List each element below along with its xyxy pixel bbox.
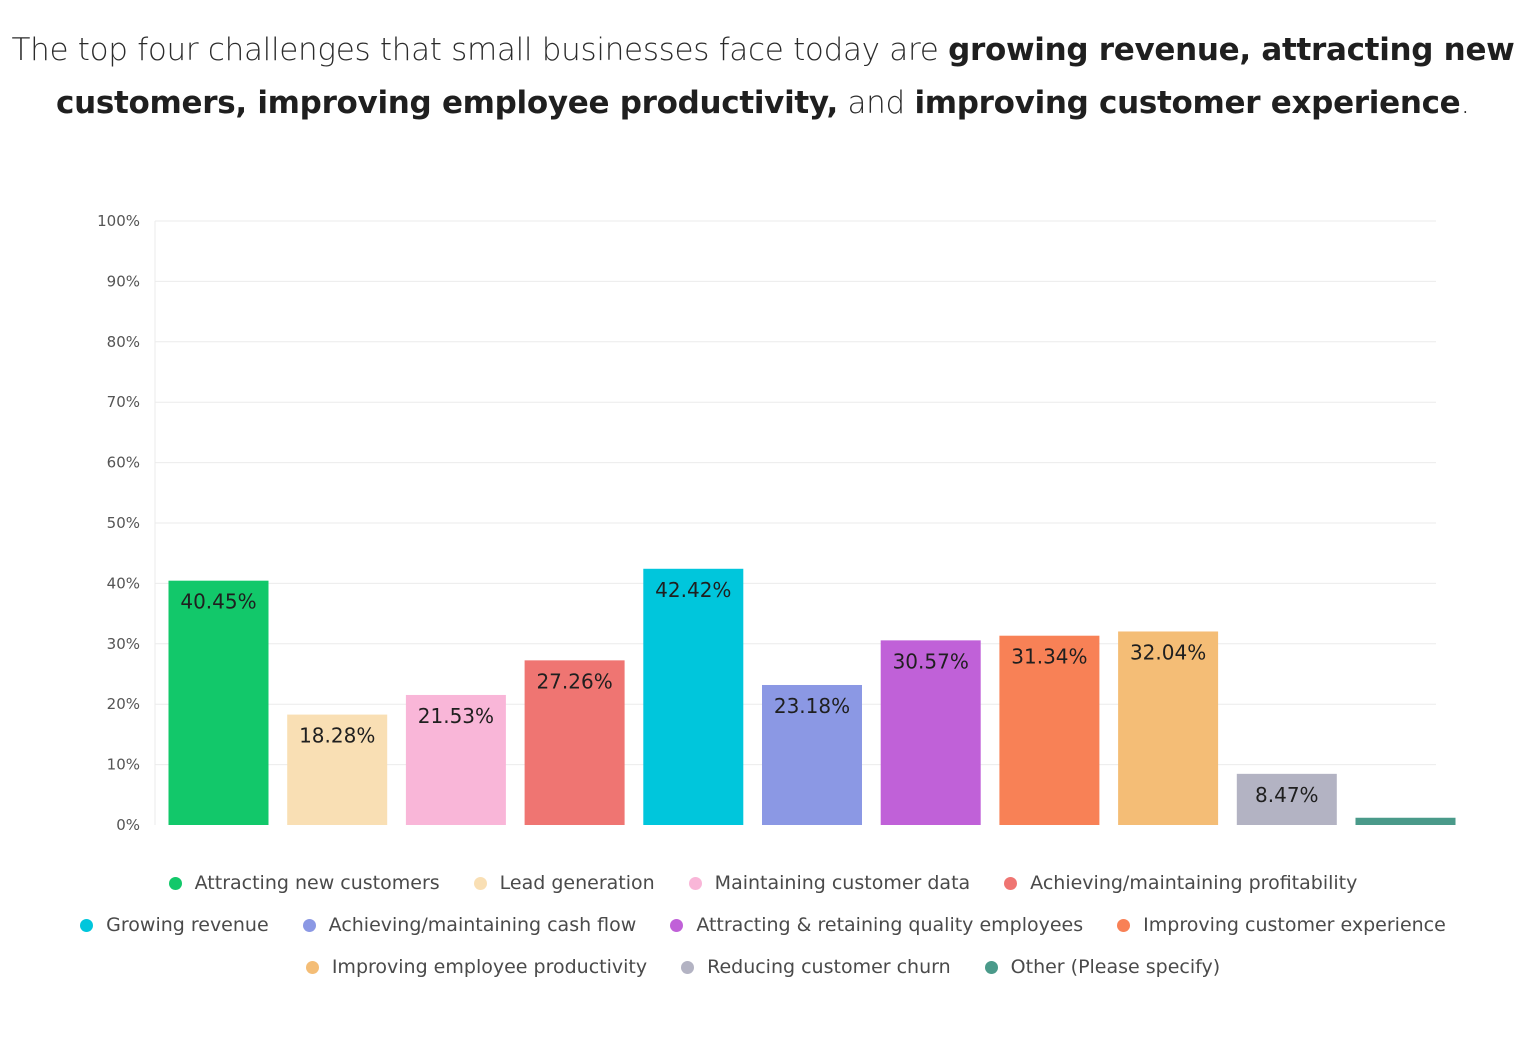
legend-label: Attracting & retaining quality employees bbox=[696, 914, 1084, 936]
bars bbox=[168, 568, 1456, 825]
legend-item[interactable]: Improving employee productivity bbox=[305, 956, 648, 978]
chart-legend: Attracting new customers Lead generation M… bbox=[0, 862, 1526, 988]
legend-label: Lead generation bbox=[499, 872, 655, 894]
legend-label: Improving customer experience bbox=[1143, 914, 1446, 936]
y-tick-label: 60% bbox=[107, 454, 140, 472]
y-tick-label: 100% bbox=[97, 212, 140, 230]
legend-label: Maintaining customer data bbox=[714, 872, 971, 894]
y-tick-label: 90% bbox=[107, 272, 140, 290]
bar bbox=[524, 660, 625, 825]
bar bbox=[1236, 773, 1337, 825]
bar bbox=[1118, 631, 1219, 825]
legend-swatch bbox=[688, 876, 702, 890]
legend-label: Attracting new customers bbox=[194, 872, 440, 894]
grid-lines bbox=[154, 220, 1436, 825]
legend-item[interactable]: Other (Please specify) bbox=[984, 956, 1221, 978]
bar bbox=[643, 568, 744, 825]
legend-label: Growing revenue bbox=[106, 914, 269, 936]
bar-chart: 0% 10% 20% 30% 40% 50% 60% 70% 80% 90% 100% 40.45%… bbox=[97, 212, 1456, 834]
legend-item[interactable]: Achieving/maintaining profitability bbox=[1004, 872, 1357, 894]
headline-bold-2: improving customer experience bbox=[914, 85, 1461, 121]
bar bbox=[880, 640, 981, 825]
headline-text-2: and bbox=[837, 85, 915, 121]
bar bbox=[168, 580, 269, 825]
legend-swatch bbox=[473, 876, 487, 890]
bar bbox=[287, 714, 388, 825]
data-label: 30.57% bbox=[893, 649, 969, 673]
data-label: 18.28% bbox=[299, 724, 375, 748]
legend-swatch bbox=[80, 918, 94, 932]
y-tick-label: 40% bbox=[107, 574, 140, 592]
legend-item[interactable]: Improving customer experience bbox=[1117, 914, 1446, 936]
headline-bold-1: growing revenue, attracting new customer… bbox=[56, 32, 1515, 121]
legend-label: Achieving/maintaining profitability bbox=[1030, 872, 1358, 894]
y-tick-label: 10% bbox=[107, 756, 140, 774]
legend-item[interactable]: Reducing customer churn bbox=[681, 956, 951, 978]
legend-label: Improving employee productivity bbox=[331, 956, 648, 978]
y-tick-label: 80% bbox=[107, 333, 140, 351]
legend-swatch bbox=[1004, 876, 1018, 890]
bar bbox=[762, 684, 862, 825]
legend-row: Improving employee productivity Reducing … bbox=[0, 946, 1526, 988]
legend-item[interactable]: Growing revenue bbox=[80, 914, 269, 936]
y-tick-label: 0% bbox=[116, 816, 140, 834]
y-tick-label: 30% bbox=[107, 635, 140, 653]
legend-swatch bbox=[984, 960, 998, 974]
legend-swatch bbox=[305, 960, 319, 974]
legend-item[interactable]: Lead generation bbox=[473, 872, 655, 894]
data-label: 27.26% bbox=[536, 669, 612, 693]
chart-headline: The top four challenges that small busin… bbox=[0, 24, 1526, 130]
legend-swatch bbox=[670, 918, 684, 932]
y-tick-label: 50% bbox=[107, 514, 140, 532]
data-label: 32.04% bbox=[1130, 640, 1206, 664]
legend-label: Reducing customer churn bbox=[707, 956, 951, 978]
legend-item[interactable]: Achieving/maintaining cash flow bbox=[302, 914, 637, 936]
legend-item[interactable]: Maintaining customer data bbox=[688, 872, 971, 894]
legend-label: Achieving/maintaining cash flow bbox=[328, 914, 637, 936]
data-label: 21.53% bbox=[418, 704, 494, 728]
data-label: 8.47% bbox=[1255, 783, 1319, 807]
legend-row: Attracting new customers Lead generation M… bbox=[0, 862, 1526, 904]
legend-swatch bbox=[302, 918, 316, 932]
bar bbox=[1355, 817, 1456, 825]
data-label: 31.34% bbox=[1011, 645, 1087, 669]
legend-item[interactable]: Attracting & retaining quality employees bbox=[670, 914, 1083, 936]
data-label: 40.45% bbox=[180, 590, 256, 614]
legend-label: Other (Please specify) bbox=[1010, 956, 1221, 978]
legend-swatch bbox=[168, 876, 182, 890]
data-labels: 40.45% 18.28% 21.53% 27.26% 42.42% 23.18% 30.5… bbox=[180, 578, 1318, 807]
data-label: 42.42% bbox=[655, 578, 731, 602]
data-label: 23.18% bbox=[774, 694, 850, 718]
bar bbox=[999, 635, 1100, 825]
legend-item[interactable]: Attracting new customers bbox=[168, 872, 440, 894]
y-axis-ticks: 0% 10% 20% 30% 40% 50% 60% 70% 80% 90% 100% bbox=[97, 212, 140, 834]
legend-swatch bbox=[1117, 918, 1131, 932]
headline-text-1: The top four challenges that small busin… bbox=[11, 32, 949, 68]
legend-row: Growing revenue Achieving/maintaining cas… bbox=[0, 904, 1526, 946]
bar bbox=[405, 694, 506, 825]
headline-text-3: . bbox=[1460, 85, 1470, 121]
y-tick-label: 20% bbox=[107, 695, 140, 713]
y-tick-label: 70% bbox=[107, 393, 140, 411]
legend-swatch bbox=[681, 960, 695, 974]
